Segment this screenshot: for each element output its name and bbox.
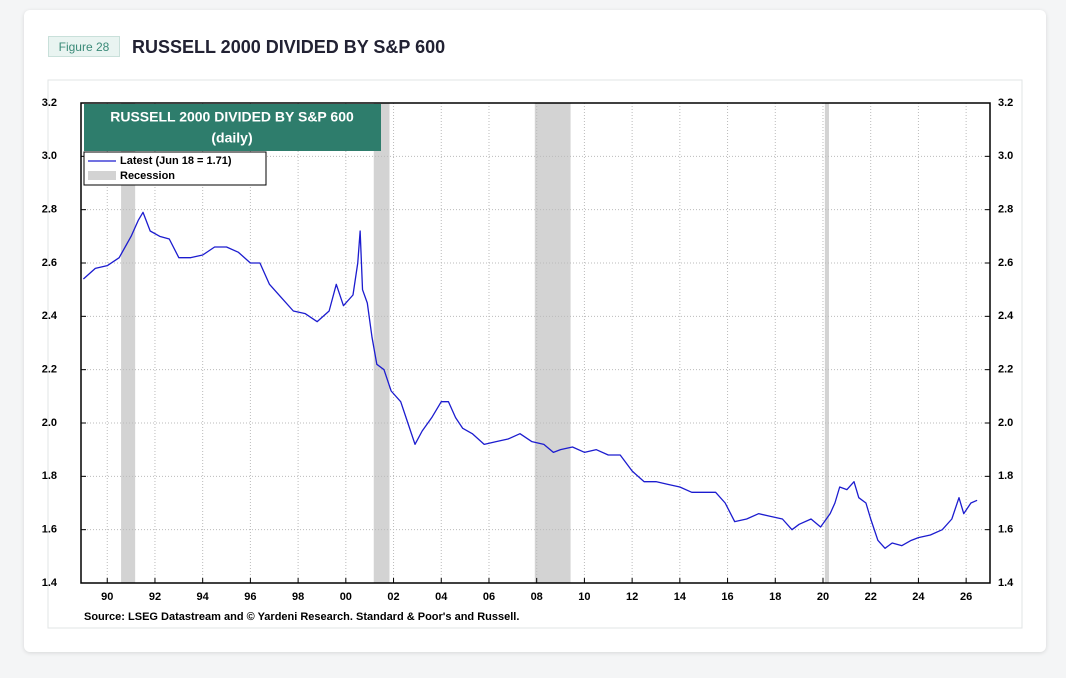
y-tick-label: 2.6 [42, 257, 57, 269]
recession-band [373, 103, 390, 583]
x-tick-label: 16 [721, 591, 733, 603]
x-tick-label: 20 [817, 591, 829, 603]
y2-tick-label: 2.8 [998, 204, 1013, 216]
x-tick-label: 02 [387, 591, 399, 603]
x-tick-label: 94 [197, 591, 210, 603]
x-tick-label: 26 [960, 591, 972, 603]
x-tick-label: 04 [435, 591, 448, 603]
x-tick-label: 18 [769, 591, 781, 603]
title-box [84, 104, 381, 151]
x-tick-label: 12 [626, 591, 638, 603]
x-tick-label: 14 [674, 591, 687, 603]
x-tick-label: 10 [578, 591, 590, 603]
x-tick-label: 24 [912, 591, 925, 603]
x-tick-label: 98 [292, 591, 304, 603]
y-tick-label: 2.4 [42, 310, 58, 322]
y-tick-label: 3.0 [42, 150, 57, 162]
y-tick-label: 2.0 [42, 417, 57, 429]
y2-tick-label: 2.0 [998, 417, 1013, 429]
x-tick-label: 96 [244, 591, 256, 603]
legend-label: Latest (Jun 18 = 1.71) [120, 155, 232, 167]
y-tick-label: 2.8 [42, 204, 57, 216]
header-title: RUSSELL 2000 DIVIDED BY S&P 600 [132, 37, 446, 57]
y2-tick-label: 3.2 [998, 97, 1013, 109]
legend-label: Recession [120, 170, 175, 182]
source-note: Source: LSEG Datastream and © Yardeni Re… [84, 611, 519, 623]
figure-badge: Figure 28 [48, 36, 120, 57]
legend-swatch [88, 171, 116, 180]
y2-tick-label: 3.0 [998, 150, 1013, 162]
y-tick-label: 1.8 [42, 470, 57, 482]
y2-tick-label: 1.4 [998, 577, 1014, 589]
x-tick-label: 22 [865, 591, 877, 603]
series-line [82, 211, 978, 549]
y-tick-label: 2.2 [42, 364, 57, 376]
y2-tick-label: 1.6 [998, 524, 1013, 536]
y-tick-label: 1.4 [42, 577, 58, 589]
chart-subtitle: (daily) [211, 130, 252, 146]
recession-band [824, 103, 829, 583]
chart-title: RUSSELL 2000 DIVIDED BY S&P 600 [110, 109, 354, 125]
y2-tick-label: 2.2 [998, 364, 1013, 376]
recession-band [534, 103, 571, 583]
x-tick-label: 92 [149, 591, 161, 603]
x-tick-label: 06 [483, 591, 495, 603]
plot-frame [80, 102, 991, 584]
x-tick-label: 00 [340, 591, 352, 603]
x-tick-label: 08 [531, 591, 543, 603]
y-tick-label: 3.2 [42, 97, 57, 109]
y2-tick-label: 1.8 [998, 470, 1013, 482]
x-tick-label: 90 [101, 591, 113, 603]
y2-tick-label: 2.4 [998, 310, 1014, 322]
y2-tick-label: 2.6 [998, 257, 1013, 269]
y-tick-label: 1.6 [42, 524, 57, 536]
recession-band [121, 103, 136, 583]
